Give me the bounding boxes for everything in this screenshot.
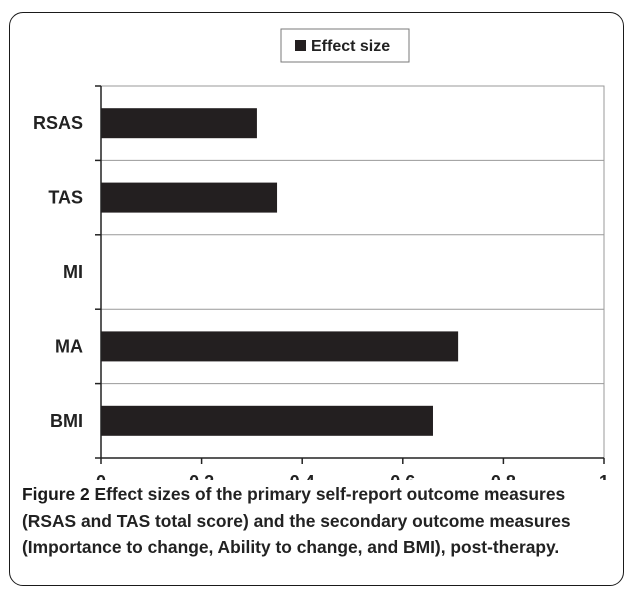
bar-rsas (101, 108, 257, 139)
legend-label: Effect size (311, 38, 390, 55)
figure-frame (9, 12, 624, 586)
figure-caption: Figure 2 Effect sizes of the primary sel… (22, 481, 622, 561)
x-tick-label: 0 (96, 472, 106, 480)
bar-bmi (101, 405, 433, 436)
bar-tas (101, 182, 278, 213)
bar-chart: RSAS TAS MI MA BMI 0 0.2 0.4 0.6 0.8 1 Effect size (33, 28, 609, 480)
figure-label: Figure 2 (22, 484, 90, 504)
x-tick-label: 0.4 (290, 472, 315, 480)
x-tick-label: 0.2 (189, 472, 214, 480)
legend-swatch (295, 40, 306, 51)
category-label: TAS (48, 188, 83, 208)
caption-text: Effect sizes of the primary self-report … (22, 484, 571, 557)
category-label: RSAS (33, 113, 83, 133)
category-label: BMI (50, 411, 83, 431)
category-label: MA (55, 336, 83, 356)
x-tick-label: 1 (599, 472, 609, 480)
bar-ma (101, 331, 459, 362)
plot-area (100, 85, 605, 459)
x-tick-label: 0.6 (390, 472, 415, 480)
x-tick-label: 0.8 (491, 472, 516, 480)
category-label: MI (63, 262, 83, 282)
